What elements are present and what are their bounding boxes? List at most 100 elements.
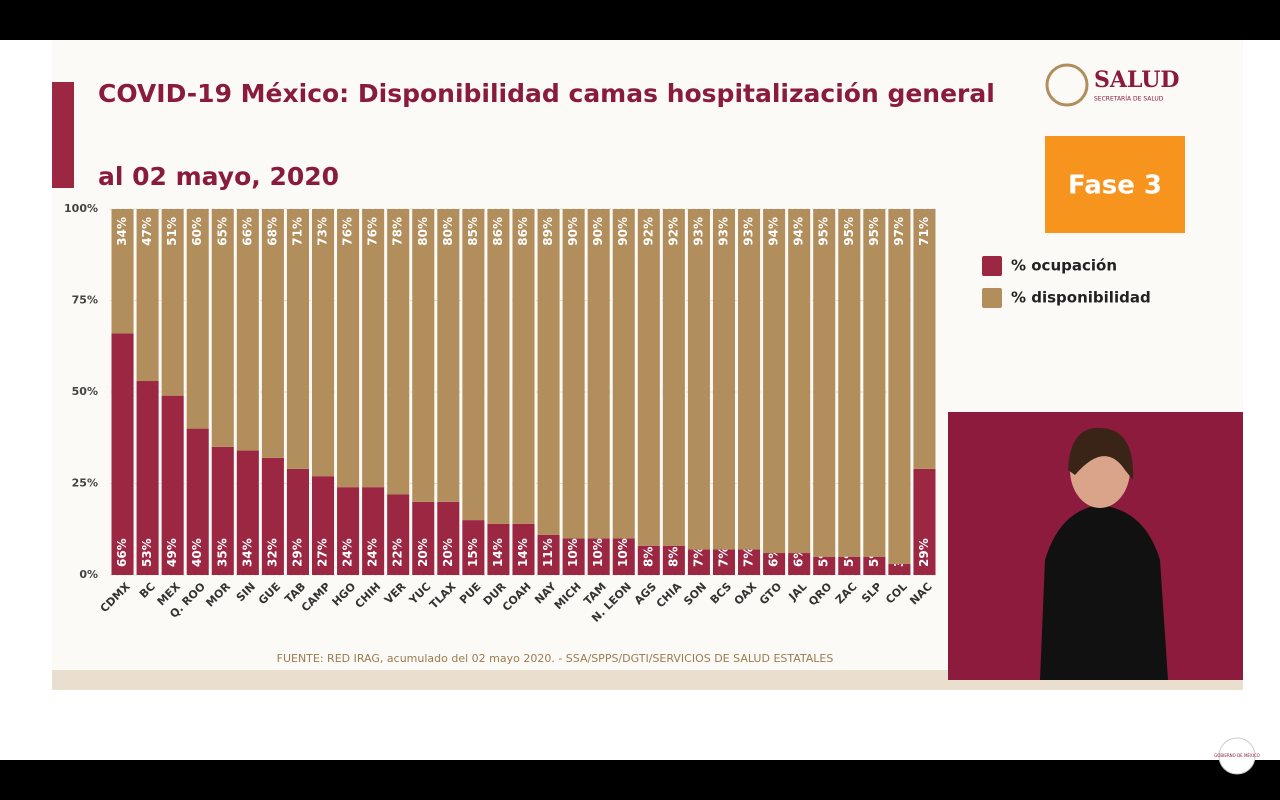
data-label: 14%	[491, 538, 505, 567]
data-label: 92%	[641, 217, 655, 246]
bar-segment	[186, 209, 209, 429]
bar-segment	[562, 538, 585, 575]
bar-segment	[712, 209, 736, 550]
data-label: 34%	[240, 538, 254, 567]
data-label: 93%	[742, 217, 756, 246]
bar-segment	[537, 534, 560, 575]
data-label: 90%	[616, 217, 630, 246]
bar-segment	[437, 501, 460, 575]
bar-segment	[462, 209, 485, 521]
data-label: 24%	[341, 538, 355, 567]
interpreter-hair	[1068, 427, 1134, 480]
bar-segment	[763, 553, 786, 575]
data-label: 94%	[767, 217, 781, 246]
bar-segment	[211, 446, 234, 575]
bar-segment	[788, 209, 811, 554]
bar-segment	[562, 209, 585, 539]
data-label: 68%	[265, 217, 279, 246]
data-label: 66%	[115, 538, 129, 567]
data-label: 10%	[566, 538, 580, 567]
bar-segment	[863, 209, 886, 557]
data-label: 71%	[917, 217, 931, 246]
data-label: 89%	[541, 217, 555, 246]
data-label: 76%	[341, 217, 355, 246]
bar-segment	[712, 549, 736, 575]
footer-logo-text: GOBIERNO DE MÉXICO	[1214, 753, 1260, 758]
data-label: 24%	[366, 538, 380, 567]
bar-segment	[337, 487, 360, 575]
logo-text: SALUD	[1094, 67, 1180, 93]
data-label: 34%	[115, 217, 129, 246]
bar-segment	[687, 549, 710, 575]
data-label: 97%	[892, 217, 906, 246]
bar-segment	[863, 556, 886, 575]
bar-segment	[136, 381, 159, 575]
data-label: 78%	[391, 217, 405, 246]
bar-segment	[311, 209, 335, 477]
data-label: 20%	[416, 538, 430, 567]
bar-segment	[838, 556, 861, 575]
data-label: 94%	[792, 217, 806, 246]
slide-footer-band	[52, 670, 1243, 690]
bar-segment	[512, 209, 535, 524]
data-label: 93%	[691, 217, 705, 246]
data-label: 71%	[290, 217, 304, 246]
bar-segment	[211, 209, 234, 447]
data-label: 7%	[742, 547, 756, 567]
data-label: 86%	[516, 217, 530, 246]
logo-emblem	[1045, 63, 1089, 107]
bar-segment	[662, 545, 685, 575]
data-label: 11%	[541, 538, 555, 567]
bar-segment	[512, 523, 535, 575]
data-label: 27%	[316, 538, 330, 567]
data-label: 76%	[366, 217, 380, 246]
y-tick-label: 50%	[72, 385, 98, 398]
y-tick-label: 100%	[64, 202, 98, 215]
bar-segment	[261, 457, 284, 575]
bar-segment	[111, 209, 134, 334]
data-label: 90%	[566, 217, 580, 246]
data-label: 92%	[666, 217, 680, 246]
data-label: 8%	[641, 547, 655, 567]
bar-segment	[362, 487, 385, 575]
bar-segment	[186, 428, 209, 575]
data-label: 65%	[215, 217, 229, 246]
bar-segment	[738, 549, 761, 575]
data-label: 14%	[516, 538, 530, 567]
bar-segment	[487, 209, 510, 524]
source-note: FUENTE: RED IRAG, acumulado del 02 mayo …	[277, 652, 834, 665]
data-label: 29%	[917, 538, 931, 567]
data-label: 47%	[140, 217, 154, 246]
y-tick-label: 75%	[72, 294, 98, 307]
bar-segment	[913, 209, 936, 469]
data-label: 10%	[616, 538, 630, 567]
legend-label: % ocupación	[1011, 257, 1117, 275]
data-label: 40%	[190, 538, 204, 567]
bar-segment	[738, 209, 761, 550]
data-label: 35%	[215, 538, 229, 567]
data-label: 85%	[466, 217, 480, 246]
data-label: 53%	[140, 538, 154, 567]
chart-title: COVID-19 México: Disponibilidad camas ho…	[98, 79, 995, 108]
data-label: 93%	[716, 217, 730, 246]
bar-segment	[788, 553, 811, 575]
bar-segment	[286, 209, 309, 469]
data-label: 73%	[316, 217, 330, 246]
bar-segment	[261, 209, 284, 458]
bar-segment	[687, 209, 710, 550]
data-label: 8%	[666, 547, 680, 567]
bar-segment	[236, 209, 259, 451]
bar-segment	[537, 209, 560, 535]
data-label: 80%	[441, 217, 455, 246]
chart-subtitle: al 02 mayo, 2020	[98, 162, 339, 191]
bar-segment	[888, 564, 911, 575]
bar-segment	[913, 468, 936, 575]
bar-segment	[437, 209, 460, 502]
data-label: 95%	[867, 217, 881, 246]
y-tick-label: 0%	[79, 568, 98, 581]
title-accent	[52, 82, 74, 188]
bar-segment	[487, 523, 510, 575]
interpreter-body	[1040, 505, 1168, 680]
bar-segment	[888, 209, 911, 565]
